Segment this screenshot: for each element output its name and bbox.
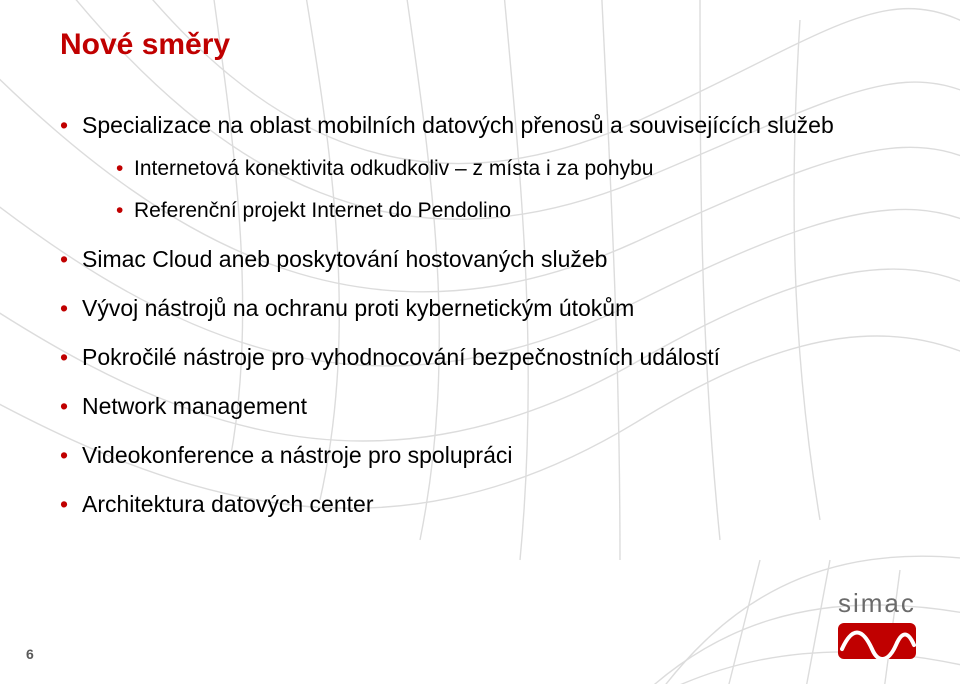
logo: simac [838, 588, 916, 664]
slide: Nové směry Specializace na oblast mobiln… [0, 0, 960, 684]
bullet-text: Architektura datových center [82, 491, 373, 517]
bullet-text: Pokročilé nástroje pro vyhodnocování bez… [82, 344, 720, 370]
bullet-list: Specializace na oblast mobilních datovýc… [60, 110, 900, 520]
bullet-text: Internetová konektivita odkudkoliv – z m… [134, 157, 653, 180]
bullet-text: Referenční projekt Internet do Pendolino [134, 199, 511, 222]
bullet-text: Network management [82, 393, 307, 419]
list-item: Referenční projekt Internet do Pendolino [116, 197, 900, 225]
list-item: Internetová konektivita odkudkoliv – z m… [116, 155, 900, 183]
slide-title: Nové směry [60, 28, 900, 62]
bullet-text: Videokonference a nástroje pro spoluprác… [82, 442, 512, 468]
list-item: Pokročilé nástroje pro vyhodnocování bez… [60, 342, 900, 373]
list-item: Architektura datových center [60, 489, 900, 520]
sub-list: Internetová konektivita odkudkoliv – z m… [116, 155, 900, 226]
bullet-text: Vývoj nástrojů na ochranu proti kybernet… [82, 295, 634, 321]
logo-wave-icon [838, 623, 916, 659]
bullet-text: Specializace na oblast mobilních datovýc… [82, 112, 834, 138]
list-item: Vývoj nástrojů na ochranu proti kybernet… [60, 293, 900, 324]
logo-text: simac [838, 588, 916, 619]
bullet-text: Simac Cloud aneb poskytování hostovaných… [82, 246, 607, 272]
list-item: Simac Cloud aneb poskytování hostovaných… [60, 244, 900, 275]
list-item: Videokonference a nástroje pro spoluprác… [60, 440, 900, 471]
list-item: Network management [60, 391, 900, 422]
page-number: 6 [26, 646, 34, 662]
list-item: Specializace na oblast mobilních datovýc… [60, 110, 900, 226]
